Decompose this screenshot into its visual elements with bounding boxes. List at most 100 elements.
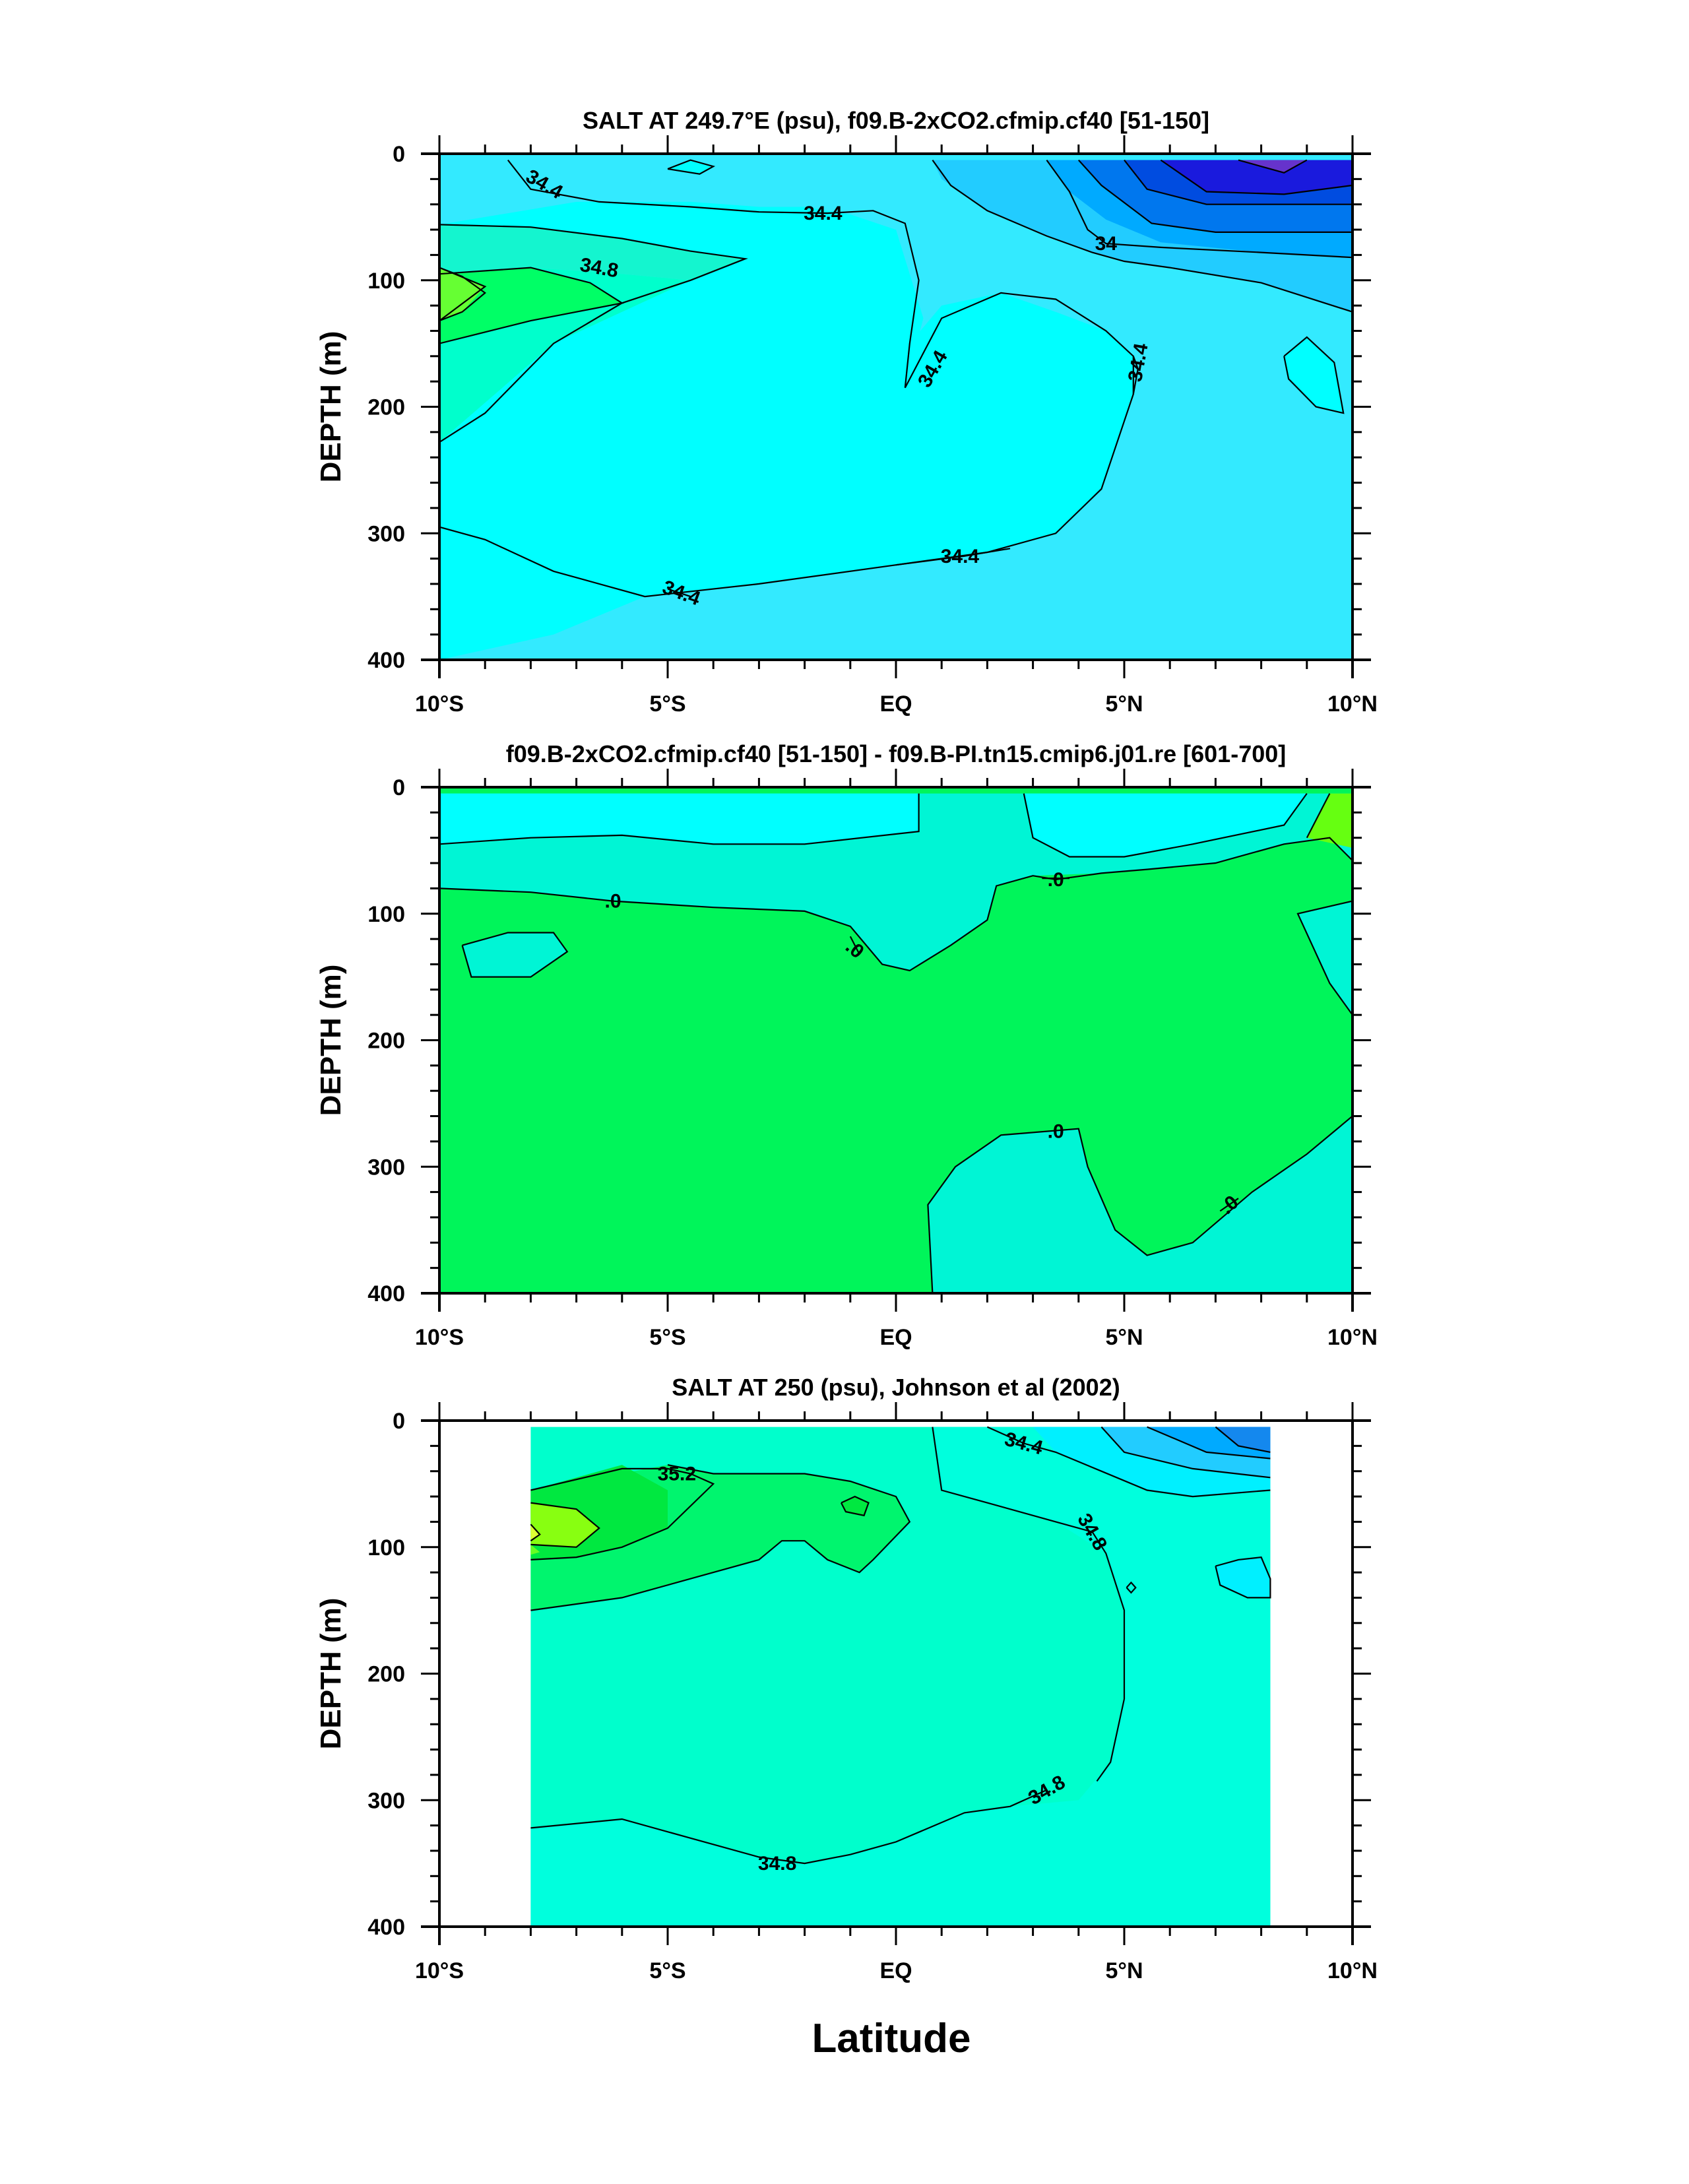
contour-label-group: 35.2: [658, 1463, 696, 1485]
x-tick-label: 5°N: [1105, 691, 1143, 717]
fill-region-13: [1215, 1427, 1271, 1452]
contour-label: .0: [604, 891, 621, 913]
contour-line-9: [439, 267, 486, 322]
contour-line-7: [1219, 1198, 1239, 1212]
contour-label: 35.2: [658, 1463, 696, 1485]
panel-title: SALT AT 249.7°E (psu), f09.B-2xCO2.cfmip…: [583, 107, 1209, 134]
contour-label: 34.4: [941, 546, 980, 567]
contour-line-15: [1124, 159, 1353, 205]
y-tick-label: 400: [367, 1281, 405, 1306]
contour-line-12: [1215, 1426, 1271, 1453]
contour-line-17: [1238, 159, 1308, 174]
x-tick-label: 5°N: [1105, 1958, 1143, 1983]
contour-line-16: [1160, 159, 1353, 195]
y-axis-label: DEPTH (m): [315, 331, 347, 483]
x-tick-label: 10°S: [415, 1958, 464, 1983]
contour-fills: [439, 160, 1353, 660]
contour-line-12: [1046, 159, 1353, 259]
y-tick-label: 300: [367, 1155, 405, 1180]
contour-label-group: 34: [1095, 233, 1118, 255]
y-tick-label: 100: [367, 269, 405, 294]
contour-line-10: [1100, 1426, 1271, 1479]
contour-line-1: [530, 1467, 715, 1560]
contour-line-1: [439, 224, 748, 443]
contour-line-7: [439, 267, 624, 344]
y-tick-label: 300: [367, 521, 405, 546]
x-tick-label: 10°N: [1327, 1325, 1378, 1350]
x-tick-label: 10°S: [415, 691, 464, 717]
contour-line-6: [932, 1427, 1126, 1782]
fill-region-4: [439, 224, 746, 280]
y-tick-label: 0: [393, 775, 405, 800]
y-tick-label: 100: [367, 1535, 405, 1560]
fill-region-10: [1215, 1557, 1271, 1598]
x-tick-label: 5°S: [649, 1958, 685, 1983]
contour-label: 34.4: [804, 203, 843, 224]
contour-fills: [439, 793, 1353, 1293]
y-tick-label: 0: [393, 1409, 405, 1434]
contour-line-5: [895, 548, 1011, 566]
y-tick-label: 300: [367, 1788, 405, 1813]
contour-line-3: [439, 292, 1134, 598]
y-tick-label: 100: [367, 902, 405, 927]
contour-line-4: [530, 1502, 600, 1548]
contour-line-5: [530, 1524, 541, 1542]
contour-label-group: .0: [1048, 1121, 1064, 1143]
y-tick-label: 200: [367, 1662, 405, 1687]
fill-region-14: [1238, 160, 1307, 173]
contour-line-11: [1283, 336, 1345, 414]
fill-region-2: [462, 932, 567, 977]
contour-label-group: .0: [1048, 869, 1064, 891]
x-tick-label: EQ: [879, 691, 912, 717]
figure-x-axis-label: Latitude: [812, 2016, 971, 2061]
contour-line-9: [986, 1426, 1271, 1498]
fill-region-7: [1306, 793, 1353, 848]
contour-label-group: .0: [604, 891, 621, 913]
contour-label-group: 34.4: [804, 203, 843, 224]
axis-ticks: [421, 1402, 1371, 1945]
x-tick-label: 5°N: [1105, 1325, 1143, 1350]
contour-line-10: [1306, 793, 1331, 839]
panel-3: 35.234.834.834.834.410°S 5°S EQ 5°N 10°N0100…: [315, 1374, 1378, 1983]
x-tick-label: 10°N: [1327, 691, 1378, 717]
panel-title: f09.B-2xCO2.cfmip.cf40 [51-150] - f09.B-…: [506, 740, 1287, 767]
fill-region-7: [530, 1524, 540, 1541]
axis-ticks: [421, 769, 1371, 1312]
contour-line-10: [667, 159, 716, 175]
contour-line-1: [439, 837, 1353, 972]
fill-region-2: [530, 1427, 1271, 1927]
fill-region-8: [530, 1544, 540, 1555]
contour-line-6: [667, 588, 691, 598]
fill-region-3: [1298, 901, 1353, 1015]
panel-title: SALT AT 250 (psu), Johnson et al (2002): [672, 1374, 1120, 1401]
contour-lines: [439, 792, 1353, 1293]
panel-2: .0.0.0.0.010°S 5°S EQ 5°N 10°N0100200300400f…: [315, 740, 1378, 1350]
y-tick-label: 0: [393, 142, 405, 167]
contour-label: 34.8: [758, 1853, 796, 1875]
x-tick-label: 5°S: [649, 1325, 685, 1350]
contour-line-6: [927, 1115, 1353, 1293]
contour-line-13: [932, 159, 1353, 313]
contour-label: .0: [1048, 869, 1064, 891]
contour-line-5: [1296, 900, 1353, 1015]
contour-fills: [530, 1427, 1271, 1927]
fill-region-5: [841, 1496, 869, 1516]
y-tick-label: 400: [367, 648, 405, 673]
x-tick-label: EQ: [879, 1325, 912, 1350]
fill-region-4: [928, 1116, 1353, 1293]
contour-line-14: [1126, 1581, 1137, 1594]
contour-line-2: [849, 936, 860, 955]
x-tick-label: 5°S: [649, 691, 685, 717]
axis-ticks: [421, 135, 1371, 678]
contour-label: 34: [1095, 233, 1118, 255]
fill-region-1: [439, 201, 1133, 660]
contour-line-9: [1023, 792, 1308, 858]
contour-line-14: [1077, 159, 1353, 233]
contour-label-group: 34.4: [941, 546, 980, 567]
x-tick-label: EQ: [879, 1958, 912, 1983]
y-axis-label: DEPTH (m): [315, 965, 347, 1116]
x-tick-label: 10°N: [1327, 1958, 1378, 1983]
y-tick-label: 200: [367, 1029, 405, 1054]
